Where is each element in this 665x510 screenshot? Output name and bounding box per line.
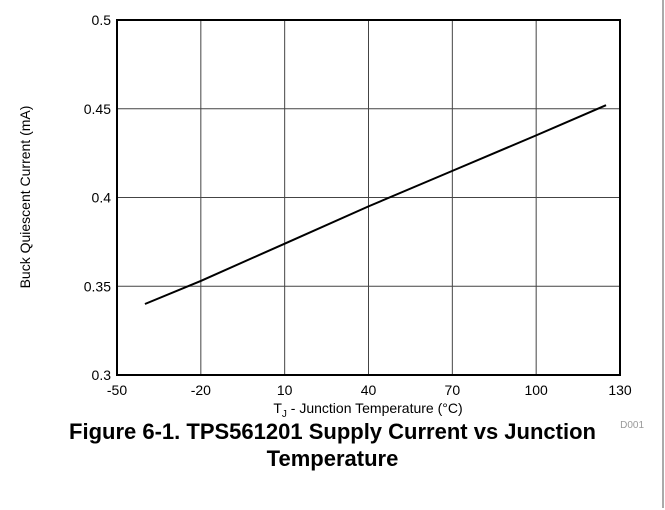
caption: Figure 6-1. TPS561201 Supply Current vs … <box>69 419 596 471</box>
x-tick-label: -20 <box>191 382 211 398</box>
y-tick-label: 0.35 <box>84 278 111 294</box>
x-tick-label: 130 <box>608 382 632 398</box>
x-axis-label-rest: - Junction Temperature (°C) <box>287 400 463 416</box>
x-axis-label-main: T <box>273 400 282 416</box>
line-series <box>144 104 607 305</box>
x-axis-label-sub: J <box>282 409 287 420</box>
y-tick-label: 0.45 <box>84 101 111 117</box>
y-tick-label: 0.4 <box>92 190 112 206</box>
plot-border <box>116 19 621 376</box>
x-tick-label: 100 <box>524 382 548 398</box>
x-tick-label: 10 <box>277 382 293 398</box>
x-tick-label: 40 <box>361 382 377 398</box>
annotation: D001 <box>620 420 644 431</box>
x-axis-label: TJ - Junction Temperature (°C) <box>273 400 462 420</box>
x-tick-label: 70 <box>445 382 461 398</box>
y-axis-label: Buck Quiescent Current (mA) <box>17 106 33 289</box>
x-tick-label: -50 <box>107 382 127 398</box>
y-tick-label: 0.3 <box>92 367 112 383</box>
y-tick-label: 0.5 <box>92 12 112 28</box>
